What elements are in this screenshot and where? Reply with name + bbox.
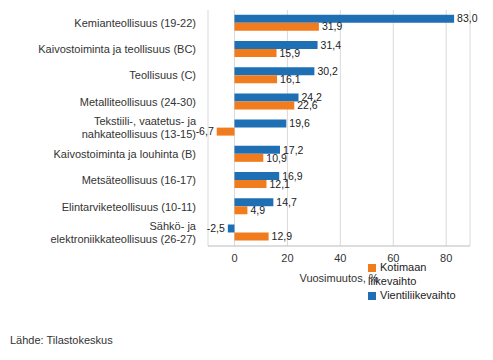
- svg-text:Metalliteollisuus (24-30): Metalliteollisuus (24-30): [80, 96, 196, 108]
- svg-text:12,9: 12,9: [272, 230, 293, 242]
- svg-text:40: 40: [334, 252, 346, 264]
- svg-text:4,9: 4,9: [250, 204, 265, 216]
- svg-text:83,0: 83,0: [457, 12, 478, 24]
- svg-text:Sähkö- jaelektroniikkateollisu: Sähkö- jaelektroniikkateollisuus (26-27): [50, 220, 196, 245]
- svg-text:30,2: 30,2: [317, 65, 338, 77]
- svg-text:60: 60: [387, 252, 399, 264]
- svg-text:24,2: 24,2: [301, 91, 322, 104]
- svg-text:10,9: 10,9: [266, 152, 287, 164]
- svg-text:Tekstiili-, vaatetus- janahkat: Tekstiili-, vaatetus- janahkateollisuus …: [82, 115, 197, 140]
- svg-text:-2,5: -2,5: [207, 222, 225, 234]
- svg-text:16,1: 16,1: [280, 73, 301, 85]
- svg-text:14,7: 14,7: [276, 196, 297, 208]
- svg-text:Kemianteollisuus (19-22): Kemianteollisuus (19-22): [74, 17, 196, 29]
- svg-text:12,1: 12,1: [269, 178, 290, 190]
- svg-text:22,6: 22,6: [297, 99, 318, 111]
- svg-text:16,9: 16,9: [282, 169, 303, 182]
- svg-text:Kaivostoiminta ja teollisuus (: Kaivostoiminta ja teollisuus (BC): [38, 43, 196, 55]
- svg-text:15,9: 15,9: [280, 47, 301, 59]
- svg-text:19,6: 19,6: [289, 117, 310, 129]
- svg-text:Elintarviketeollisuus (10-11): Elintarviketeollisuus (10-11): [62, 201, 196, 213]
- svg-text:80: 80: [440, 252, 452, 264]
- svg-text:31,4: 31,4: [321, 39, 342, 51]
- svg-text:Kaivostoiminta ja louhinta (B): Kaivostoiminta ja louhinta (B): [54, 148, 196, 160]
- svg-text:Vuosimuutos, %: Vuosimuutos, %: [299, 272, 378, 284]
- svg-text:Metsäteollisuus (16-17): Metsäteollisuus (16-17): [82, 174, 196, 186]
- html-text:Vientiliikevaihto: Vientiliikevaihto: [380, 289, 456, 301]
- svg-text:Teollisuus (C): Teollisuus (C): [129, 69, 196, 81]
- svg-text:-6,7: -6,7: [196, 125, 214, 137]
- html-text:Kotimaan liikevaihto: Kotimaan liikevaihto: [368, 261, 427, 287]
- svg-text:20: 20: [281, 252, 293, 264]
- svg-text:31,9: 31,9: [322, 20, 343, 32]
- html-text:Lähde: Tilastokeskus: Lähde: Tilastokeskus: [10, 334, 113, 346]
- svg-text:17,2: 17,2: [283, 143, 304, 156]
- svg-text:0: 0: [231, 252, 237, 264]
